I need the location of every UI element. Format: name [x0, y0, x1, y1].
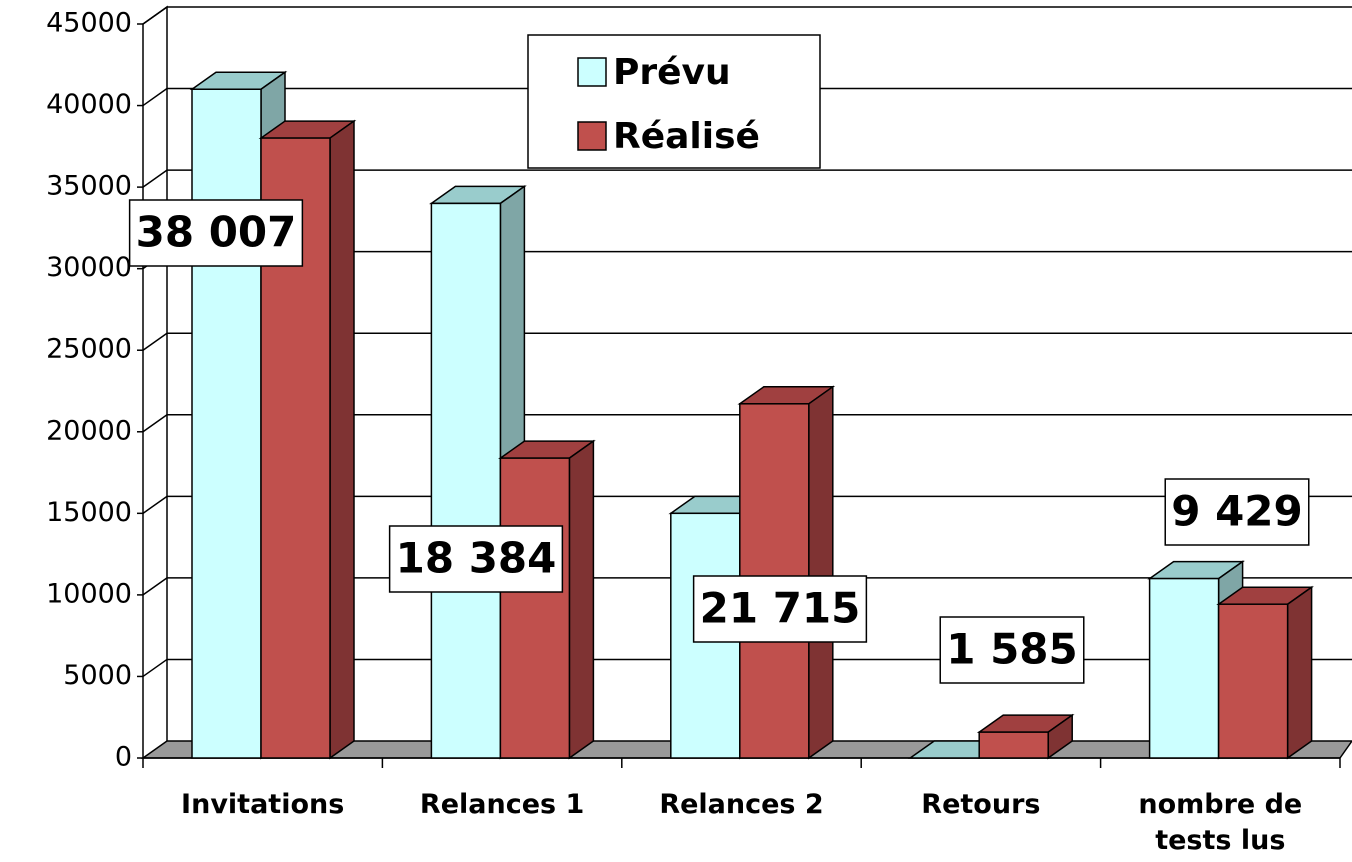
bar-front: [1148, 577, 1220, 759]
legend-label: Prévu: [613, 52, 731, 93]
y-tick-label: 25000: [46, 334, 132, 365]
x-tick-label: Relances 2: [659, 789, 824, 820]
data-label-box: [1164, 478, 1310, 546]
bar-front: [430, 202, 502, 759]
data-label: 38 007: [136, 208, 297, 257]
y-tick-label: 10000: [46, 578, 132, 609]
grid-line: [142, 87, 1352, 107]
y-tick-label: 5000: [63, 660, 132, 691]
data-label: 18 384: [396, 534, 557, 583]
data-label: 9 429: [1171, 487, 1303, 536]
y-tick-label: 30000: [46, 252, 132, 283]
bar-front: [191, 88, 262, 759]
bar-side: [568, 439, 595, 760]
legend-label: Réalisé: [613, 116, 760, 157]
bar-front: [978, 731, 1049, 759]
bar: [1216, 585, 1314, 760]
data-label: 21 715: [700, 584, 861, 633]
legend-swatch: [577, 121, 607, 151]
bar-front: [499, 457, 571, 759]
grid-line: [142, 169, 1352, 188]
bar: [976, 713, 1075, 760]
data-label: 1 585: [946, 625, 1078, 674]
back-wall: [142, 5, 168, 758]
x-tick-label: Invitations: [181, 789, 345, 820]
grid-line: [142, 332, 1352, 351]
y-tick-label: 40000: [46, 89, 132, 120]
legend-swatch: [577, 57, 607, 87]
legend: [527, 34, 821, 169]
bar: [498, 439, 596, 760]
x-tick-label: Relances 1: [419, 789, 585, 820]
y-tick-label: 20000: [46, 415, 132, 446]
bar-side: [1286, 585, 1313, 760]
bar-front: [1217, 603, 1289, 759]
grid-line: [142, 495, 1352, 514]
y-tick-label: 35000: [46, 171, 132, 202]
data-label-box: [939, 616, 1085, 684]
grid-line: [142, 577, 1352, 596]
bar-side: [329, 119, 355, 760]
data-label-box: [692, 575, 868, 643]
data-label-box: [128, 199, 304, 267]
y-tick-label: 15000: [46, 497, 132, 528]
data-label-box: [388, 525, 564, 593]
bar: [737, 385, 836, 760]
bar-side: [808, 385, 834, 760]
x-tick-label: nombre de tests lus: [1138, 789, 1303, 856]
y-tick-label: 0: [115, 742, 132, 773]
grid-line: [142, 414, 1352, 433]
y-tick-label: 45000: [46, 8, 132, 39]
x-tick-label: Retours: [921, 789, 1041, 820]
grid-line: [142, 6, 1352, 25]
